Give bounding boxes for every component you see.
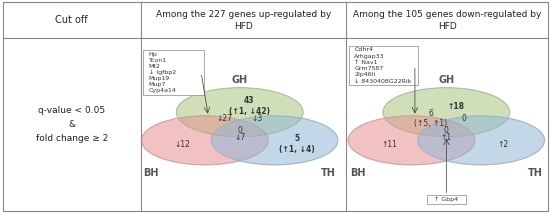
Ellipse shape (176, 88, 303, 137)
Text: ↑ Nav1: ↑ Nav1 (354, 60, 378, 65)
Text: Cdhr4: Cdhr4 (354, 47, 373, 52)
Text: 5
(↑1, ↓4): 5 (↑1, ↓4) (279, 134, 315, 154)
Text: ↑2: ↑2 (498, 140, 509, 148)
Text: Mup7: Mup7 (149, 82, 166, 87)
Ellipse shape (211, 116, 338, 165)
Text: Cyp4a14: Cyp4a14 (149, 88, 177, 93)
Text: GH: GH (438, 75, 455, 85)
Text: Mup19: Mup19 (149, 76, 170, 81)
Text: Mt2: Mt2 (149, 64, 161, 69)
Ellipse shape (418, 116, 544, 165)
Ellipse shape (142, 116, 268, 165)
Text: ↓3: ↓3 (251, 114, 263, 123)
Text: Grm7587: Grm7587 (354, 66, 383, 71)
FancyBboxPatch shape (427, 195, 466, 204)
Text: TH: TH (321, 168, 336, 178)
FancyBboxPatch shape (143, 50, 204, 95)
Text: 0: 0 (237, 126, 242, 135)
Text: Tcon1: Tcon1 (149, 58, 167, 63)
Text: 0: 0 (461, 114, 466, 123)
Text: Among the 227 genes up-regulated by
HFD: Among the 227 genes up-regulated by HFD (155, 10, 331, 31)
Text: ↑18: ↑18 (447, 102, 464, 111)
Text: ↓27: ↓27 (216, 114, 232, 123)
Text: BH: BH (350, 168, 365, 178)
Text: Cut off: Cut off (55, 15, 88, 25)
Text: 2lp46li: 2lp46li (354, 72, 375, 77)
Text: TH: TH (528, 168, 542, 178)
Text: Arhgap33: Arhgap33 (354, 54, 385, 59)
Text: ↓7: ↓7 (234, 133, 245, 142)
Text: 0: 0 (444, 126, 449, 135)
Text: q-value < 0.05
&
fold change ≥ 2: q-value < 0.05 & fold change ≥ 2 (35, 106, 108, 143)
Text: Hp: Hp (149, 52, 158, 57)
Text: ↑ Gbp4: ↑ Gbp4 (434, 196, 458, 202)
Ellipse shape (348, 116, 475, 165)
Text: 6
(↑5, ↑1): 6 (↑5, ↑1) (414, 109, 447, 128)
Ellipse shape (383, 88, 510, 137)
Text: GH: GH (231, 75, 248, 85)
Text: ↓ Igfbp2: ↓ Igfbp2 (149, 70, 176, 75)
Text: Among the 105 genes down-regulated by
HFD: Among the 105 genes down-regulated by HF… (353, 10, 541, 31)
Text: ↑1: ↑1 (441, 133, 452, 142)
FancyBboxPatch shape (349, 46, 418, 85)
Text: BH: BH (143, 168, 159, 178)
Text: ↑11: ↑11 (381, 140, 397, 148)
Text: ↓ 8430408G22Rik: ↓ 8430408G22Rik (354, 79, 412, 83)
Text: 43
(↑1, ↓42): 43 (↑1, ↓42) (229, 96, 269, 116)
Text: ↓12: ↓12 (175, 140, 191, 148)
